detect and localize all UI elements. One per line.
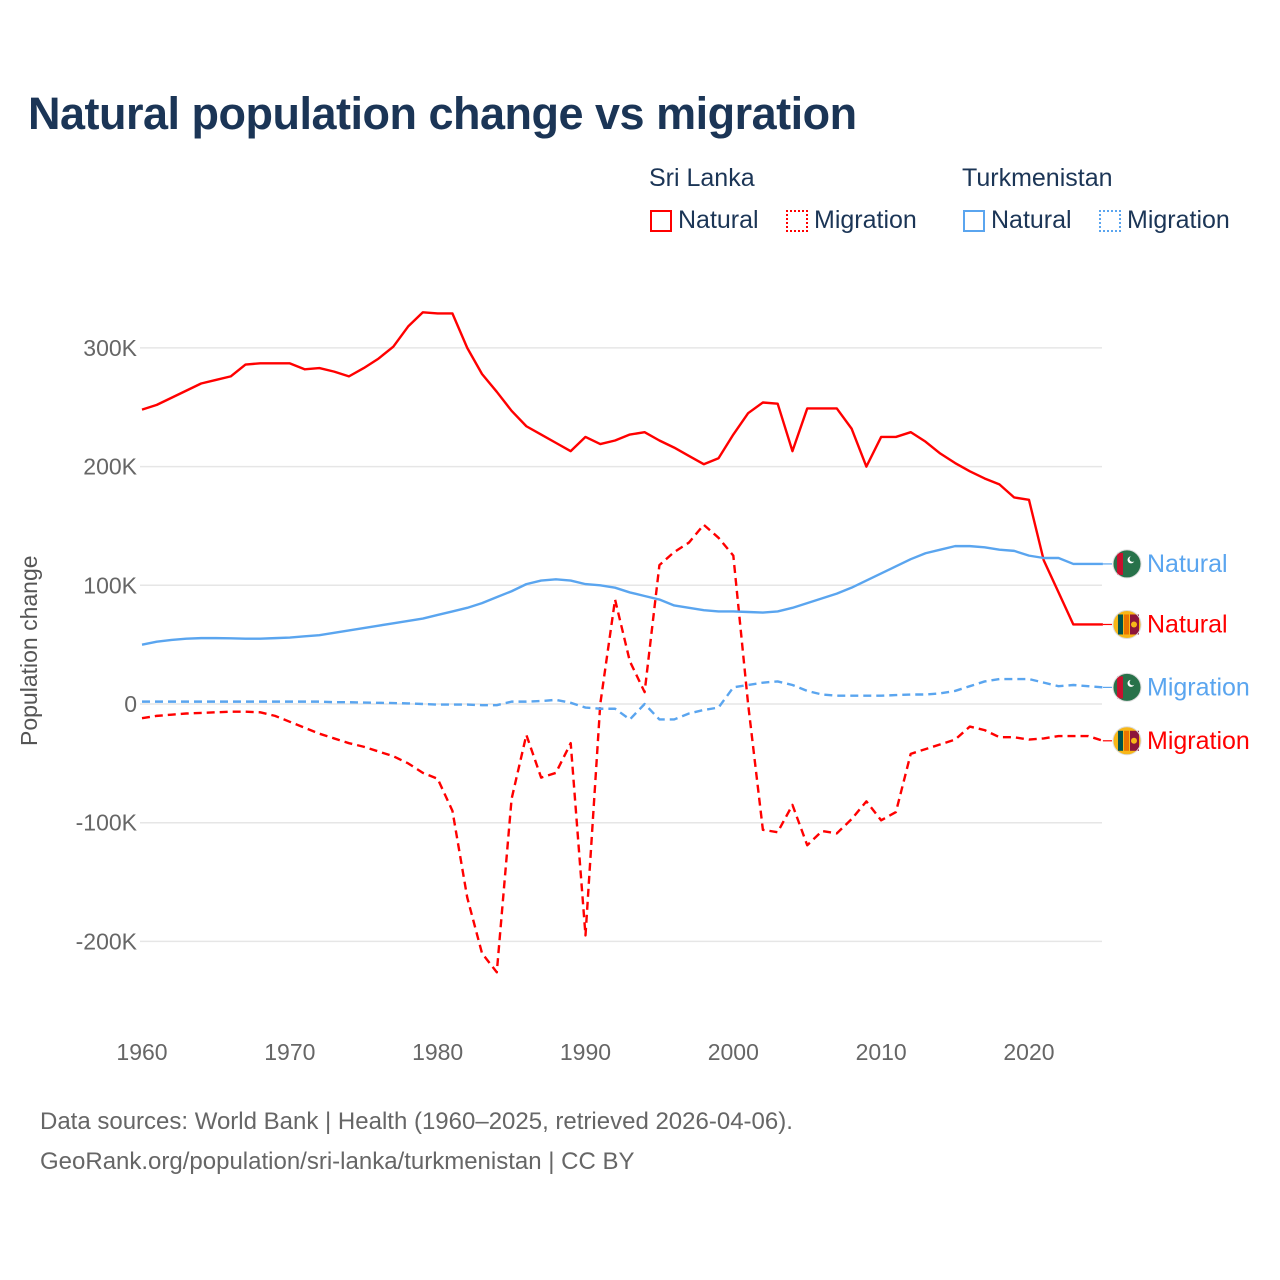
legend-label: Migration — [814, 206, 917, 234]
flag-stripe — [1124, 614, 1129, 635]
legend-turkmenistan-natural[interactable]: Natural — [963, 206, 1072, 235]
series-line-sri-lanka-natural — [141, 311, 1103, 626]
x-tick-label: 1970 — [264, 1039, 315, 1065]
flag-stripe — [1118, 614, 1123, 635]
footer-sources: Data sources: World Bank | Health (1960–… — [40, 1108, 793, 1135]
flag-stripe — [1117, 552, 1123, 575]
flag-border — [1112, 726, 1142, 756]
flag-lion — [1131, 737, 1137, 744]
flag-stripe — [1118, 730, 1123, 751]
y-tick-label: 300K — [83, 335, 137, 361]
y-tick-label: -200K — [76, 928, 138, 954]
x-tick-label: 2020 — [1003, 1039, 1054, 1065]
flag-border — [1112, 672, 1142, 702]
series-end-label: Natural — [1147, 550, 1228, 578]
series-end-label: Migration — [1147, 727, 1250, 755]
legend-country-turkmenistan: Turkmenistan — [962, 164, 1113, 192]
solid-swatch-icon — [650, 209, 672, 232]
series-line-sri-lanka-migration — [141, 523, 1104, 974]
dotted-swatch-icon — [1099, 209, 1121, 232]
x-tick-label: 2000 — [708, 1039, 759, 1065]
legend-country-sri-lanka: Sri Lanka — [649, 164, 755, 192]
y-tick-label: 200K — [83, 454, 137, 480]
flag-stripe — [1124, 730, 1129, 751]
legend-turkmenistan-migration[interactable]: Migration — [1099, 206, 1230, 235]
legend-label: Migration — [1127, 206, 1230, 234]
x-tick-label: 1980 — [412, 1039, 463, 1065]
flag-border — [1112, 549, 1142, 579]
series-line-turkmenistan-natural — [141, 544, 1103, 646]
y-tick-label: 0 — [124, 691, 137, 717]
series-end-label: Migration — [1147, 673, 1250, 701]
footer-link[interactable]: GeoRank.org/population/sri-lanka/turkmen… — [40, 1148, 635, 1175]
legend-sri-lanka-natural[interactable]: Natural — [650, 206, 759, 235]
y-tick-label: 100K — [83, 572, 137, 598]
chart-title: Natural population change vs migration — [28, 88, 857, 139]
solid-swatch-icon — [963, 209, 985, 232]
series-end-label: Natural — [1147, 610, 1228, 638]
series-line-turkmenistan-migration — [142, 677, 1103, 721]
legend-label: Natural — [991, 206, 1072, 234]
x-tick-label: 1990 — [560, 1039, 611, 1065]
flag-stripe — [1117, 676, 1123, 699]
sri-lanka-flag-icon — [1112, 609, 1142, 639]
sri-lanka-flag-icon — [1112, 726, 1142, 756]
x-tick-label: 2010 — [856, 1039, 907, 1065]
y-tick-label: -100K — [76, 810, 138, 836]
legend-label: Natural — [678, 206, 759, 234]
legend-sri-lanka-migration[interactable]: Migration — [786, 206, 917, 235]
turkmenistan-flag-icon — [1112, 549, 1142, 579]
x-tick-label: 1960 — [116, 1039, 167, 1065]
flag-crescent-cut — [1129, 679, 1136, 686]
flag-crescent-cut — [1129, 555, 1136, 562]
flag-border — [1112, 609, 1142, 639]
flag-lion — [1131, 621, 1137, 628]
dotted-swatch-icon — [786, 209, 808, 232]
turkmenistan-flag-icon — [1112, 672, 1142, 702]
